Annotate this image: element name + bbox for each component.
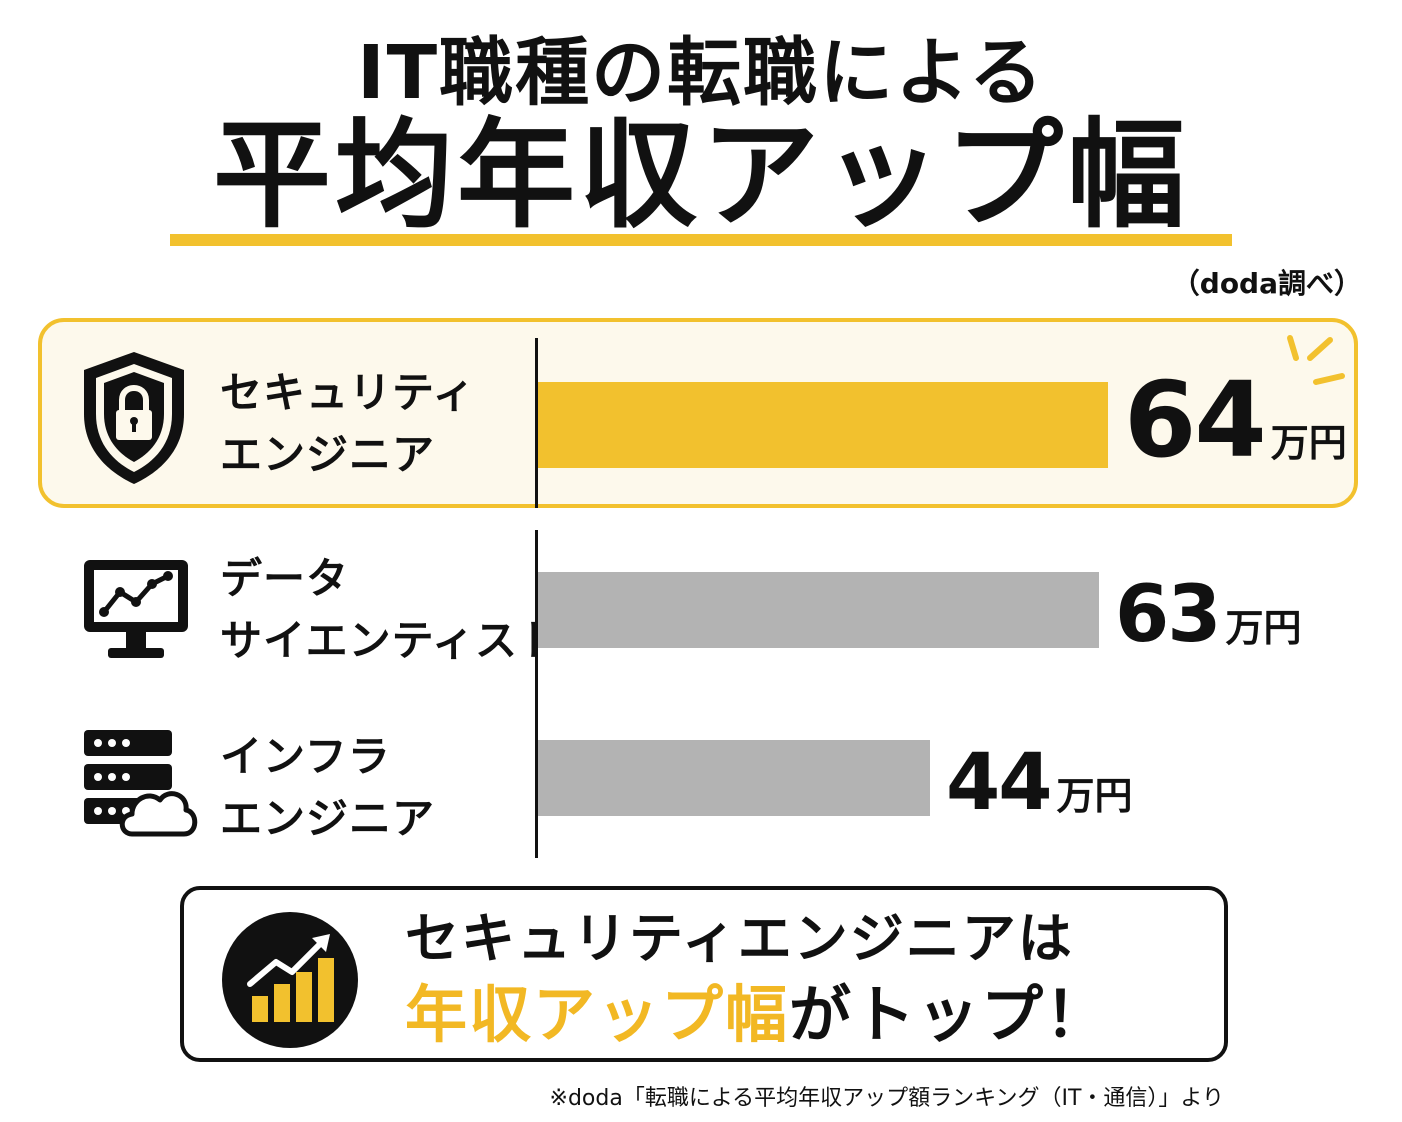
value-label-security: 64 万円 [1124, 368, 1347, 499]
row-label: データ サイエンティスト [220, 548, 561, 672]
chart-row-infra: インフラ エンジニア [0, 718, 1402, 848]
value-label-data-scientist: 63 万円 [1115, 572, 1302, 679]
value-label-infra: 44 万円 [946, 740, 1133, 847]
monitor-chart-icon [80, 556, 192, 666]
bar-security [538, 382, 1108, 468]
growth-chart-icon [220, 910, 360, 1054]
value-number: 64 [1124, 359, 1267, 481]
value-number: 44 [946, 738, 1053, 828]
title-underline [170, 234, 1232, 246]
title-block: 平均年収アップ幅 [170, 110, 1232, 248]
chart-row-security: セキュリティ エンジニア [0, 338, 1402, 508]
summary-rest: がトップ！ [789, 978, 1110, 1051]
row-label: インフラ エンジニア [220, 726, 435, 850]
summary-line1: セキュリティエンジニアは [405, 907, 1074, 970]
row-label: セキュリティ エンジニア [220, 362, 475, 486]
sparkle-icon [1287, 335, 1345, 385]
server-cloud-icon [82, 728, 198, 842]
title-line1: IT職種の転職による [357, 30, 1045, 116]
summary-highlight: 年収アップ幅 [405, 978, 790, 1051]
axis-line-top [535, 338, 538, 508]
title-line2: 平均年収アップ幅 [212, 106, 1189, 244]
axis-line-bottom [535, 530, 538, 858]
value-unit: 万円 [1056, 774, 1133, 818]
row-label-line2: エンジニア [220, 794, 436, 843]
row-label-line2: エンジニア [220, 430, 436, 479]
bar-infra [538, 740, 930, 816]
shield-lock-icon [78, 348, 190, 492]
row-label-line2: サイエンティスト [220, 616, 562, 665]
bar-data-scientist [538, 572, 1099, 648]
value-unit: 万円 [1225, 606, 1302, 650]
source-note: （doda調べ） [1171, 267, 1362, 300]
footnote: ※doda「転職による平均年収アップ額ランキング（IT・通信）」より [549, 1086, 1224, 1111]
value-number: 63 [1115, 570, 1222, 660]
value-unit: 万円 [1270, 421, 1347, 465]
summary-line2: 年収アップ幅がトップ！ [405, 978, 1109, 1052]
row-label-line1: インフラ [220, 732, 391, 781]
row-label-line1: データ [220, 554, 350, 603]
chart-row-data: データ サイエンティスト [0, 540, 1402, 670]
row-label-line1: セキュリティ [220, 368, 476, 417]
